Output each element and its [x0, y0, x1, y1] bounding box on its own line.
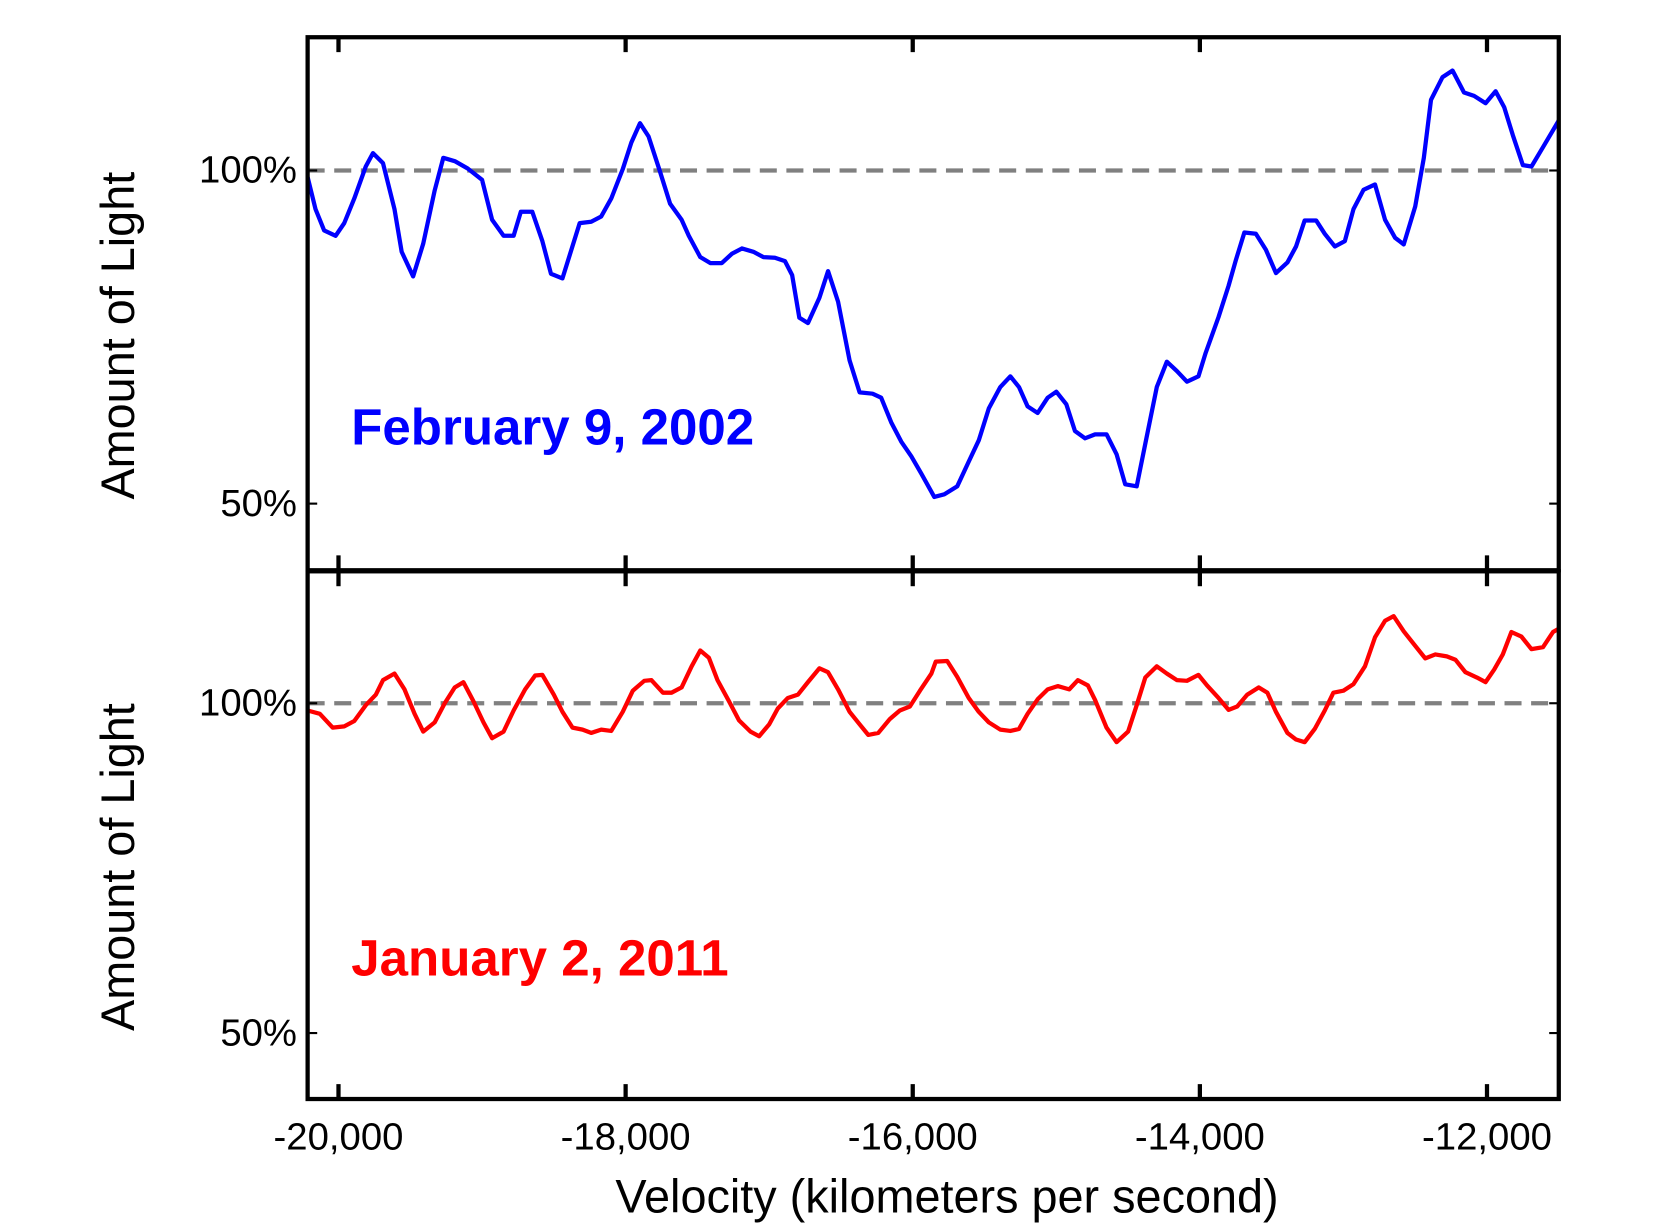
x-tick-label: -14,000	[1135, 1116, 1265, 1159]
y-axis-label: Amount of Light	[92, 172, 144, 500]
y-tick-label: 50%	[220, 482, 297, 525]
x-tick-label: -16,000	[848, 1116, 978, 1159]
x-tick-label: -18,000	[561, 1116, 691, 1159]
x-axis-label: Velocity (kilometers per second)	[615, 1170, 1278, 1222]
plot-frame	[305, 35, 1561, 573]
x-tick-label: -12,000	[1422, 1116, 1552, 1159]
y-tick-label: 50%	[220, 1011, 297, 1054]
data-line	[307, 68, 1559, 500]
y-axis-label: Amount of Light	[92, 703, 144, 1031]
plot-frame	[305, 569, 1561, 1102]
y-tick-label: 100%	[199, 149, 297, 192]
y-tick-label: 100%	[199, 681, 297, 724]
data-line	[307, 614, 1559, 745]
annotation: February 9, 2002	[351, 398, 754, 455]
annotation: January 2, 2011	[351, 929, 728, 986]
x-tick-label: -20,000	[274, 1116, 404, 1159]
